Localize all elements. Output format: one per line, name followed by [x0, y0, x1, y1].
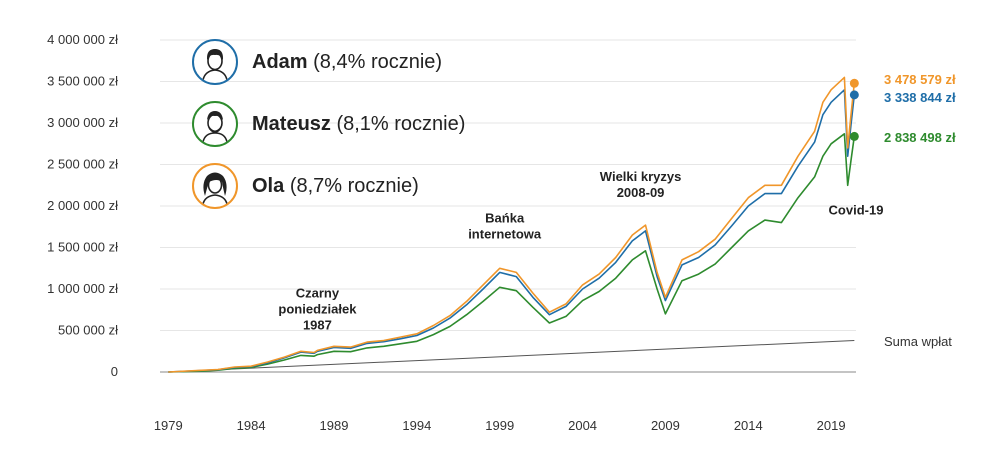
avatar-adam-icon	[192, 39, 238, 85]
y-tick-label: 3 500 000 zł	[47, 74, 118, 89]
x-tick-label: 1999	[485, 418, 514, 433]
legend-suffix: (8,1% rocznie)	[336, 112, 466, 135]
annotation: Covid-19	[829, 202, 884, 217]
legend-name: Mateusz	[252, 112, 331, 135]
annotation-line: Covid-19	[829, 202, 884, 217]
annotation-line: poniedziałek	[278, 301, 357, 316]
end-label-mateusz: 2 838 498 zł	[884, 130, 956, 145]
legend-label-ola: Ola (8,7% rocznie)	[252, 175, 419, 198]
y-tick-label: 0	[111, 364, 118, 379]
series-lines	[168, 76, 856, 373]
annotation-line: Wielki kryzys	[600, 169, 682, 184]
y-tick-label: 4 000 000 zł	[47, 32, 118, 47]
x-axis-ticks: 1979 1984 1989 1994 1999 2004 2009 2014 2019	[154, 418, 846, 433]
y-tick-label: 1 500 000 zł	[47, 240, 118, 255]
avatar-ola-icon	[192, 163, 238, 209]
x-tick-label: 2009	[651, 418, 680, 433]
x-tick-label: 2004	[568, 418, 597, 433]
legend-suffix: (8,4% rocznie)	[313, 50, 443, 73]
annotation-line: internetowa	[468, 227, 542, 242]
legend-name: Adam	[252, 50, 308, 73]
end-label-ola: 3 478 579 zł	[884, 72, 956, 87]
annotation-line: 2008-09	[617, 185, 665, 200]
end-marker-mateusz	[849, 131, 859, 141]
legend-suffix: (8,7% rocznie)	[289, 174, 419, 197]
y-tick-label: 500 000 zł	[58, 323, 118, 338]
sum-label: Suma wpłat	[884, 334, 952, 349]
y-tick-label: 2 500 000 zł	[47, 157, 118, 172]
x-tick-label: 2019	[817, 418, 846, 433]
grid-lines	[160, 39, 856, 331]
end-marker-adam	[849, 90, 859, 100]
annotation-line: Czarny	[296, 285, 340, 300]
legend-item-adam: Adam (8,4% rocznie)	[192, 36, 442, 88]
annotation: Wielki kryzys 2008-09	[600, 169, 682, 200]
avatar-mateusz-icon	[192, 101, 238, 147]
annotation: Bańka internetowa	[468, 211, 542, 242]
sum-series: Suma wpłat	[168, 334, 952, 373]
x-tick-label: 1989	[320, 418, 349, 433]
annotation-line: Bańka	[485, 211, 525, 226]
annotation: Czarny poniedziałek 1987	[278, 285, 357, 332]
legend-item-mateusz: Mateusz (8,1% rocznie)	[192, 98, 465, 150]
annotation-line: 1987	[303, 317, 332, 332]
series-line-mateusz	[168, 133, 856, 373]
end-marker-ola	[849, 78, 859, 88]
x-tick-label: 1994	[402, 418, 431, 433]
end-label-adam: 3 338 844 zł	[884, 90, 956, 105]
y-tick-label: 3 000 000 zł	[47, 115, 118, 130]
x-tick-label: 1984	[237, 418, 266, 433]
y-axis-ticks: 0 500 000 zł 1 000 000 zł 1 500 000 zł 2 000…	[47, 32, 118, 379]
x-tick-label: 2014	[734, 418, 763, 433]
y-tick-label: 1 000 000 zł	[47, 281, 118, 296]
legend-name: Ola	[252, 174, 285, 197]
legend-item-ola: Ola (8,7% rocznie)	[192, 160, 419, 212]
end-markers: 3 478 579 zł 3 338 844 zł 2 838 498 zł	[849, 72, 956, 145]
annotations: Czarny poniedziałek 1987 Bańka internetowa Wi…	[278, 169, 883, 332]
y-tick-label: 2 000 000 zł	[47, 198, 118, 213]
x-tick-label: 1979	[154, 418, 183, 433]
legend-label-adam: Adam (8,4% rocznie)	[252, 51, 442, 74]
series-line-ola	[168, 76, 856, 373]
sum-line	[168, 339, 855, 373]
legend-label-mateusz: Mateusz (8,1% rocznie)	[252, 113, 465, 136]
